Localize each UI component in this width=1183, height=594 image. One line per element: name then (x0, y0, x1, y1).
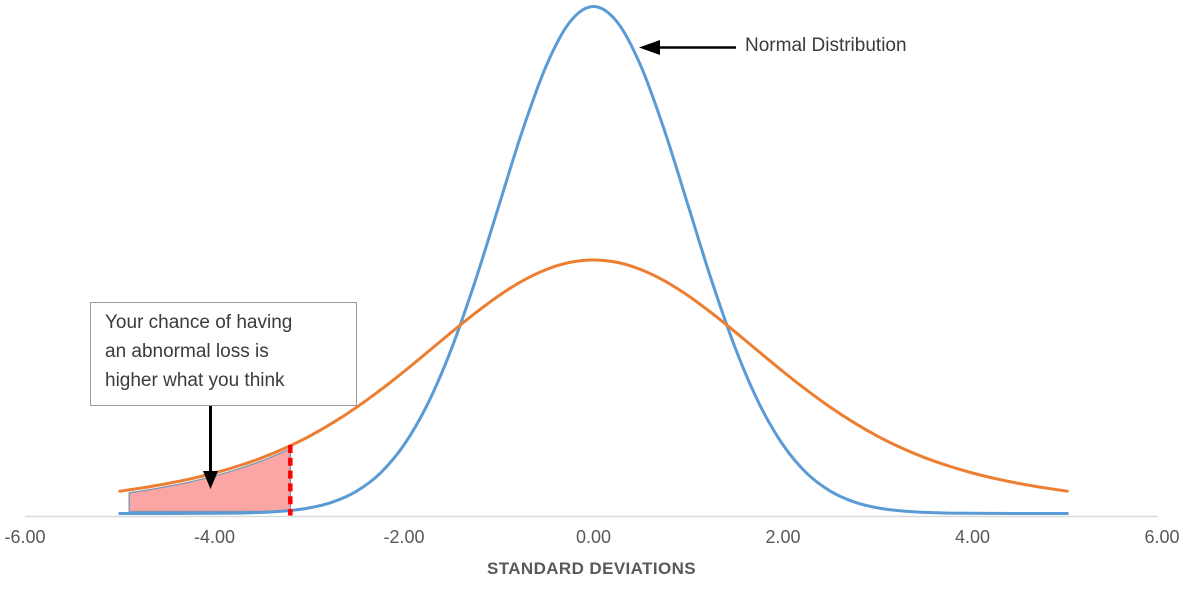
x-tick-label--4_00: -4.00 (193, 527, 236, 547)
callout-line-3: higher what you think (105, 370, 285, 391)
x-tick-label-4_00: 4.00 (954, 527, 991, 547)
x-tick-label-6_00: 6.00 (1144, 527, 1180, 547)
normal-distribution-label: Normal Distribution (745, 35, 907, 56)
normal-curve (118, 4, 1069, 515)
x-tick-label-0_00: 0.00 (575, 527, 612, 547)
callout-line-1: Your chance of having (105, 312, 293, 333)
x-axis-title: STANDARD DEVIATIONS (486, 559, 697, 578)
callout-line-2: an abnormal loss is (105, 341, 269, 362)
x-tick-label--6_00: -6.00 (4, 527, 46, 547)
callout-box: Your chance of having an abnormal loss i… (90, 302, 357, 406)
fat-tailed-curve (118, 258, 1069, 493)
label-arrow-head (639, 40, 660, 55)
callout-arrow-head (203, 471, 218, 489)
x-tick-label-2_00: 2.00 (765, 527, 801, 547)
x-tick-label--2_00: -2.00 (383, 527, 425, 547)
